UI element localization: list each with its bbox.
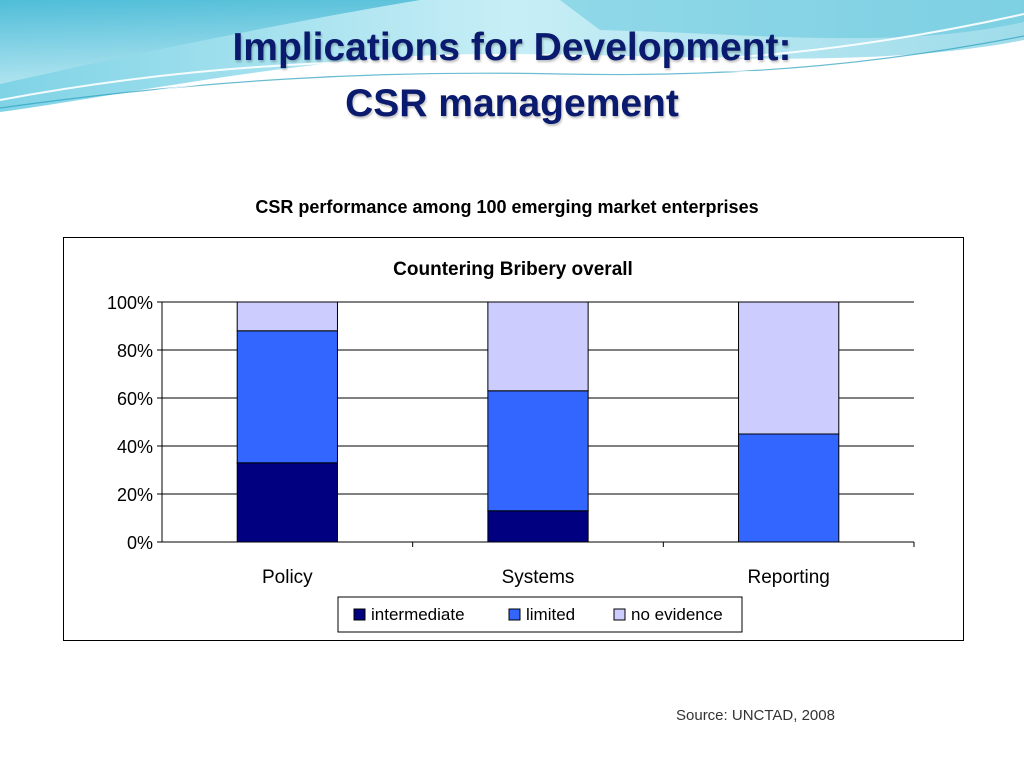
legend-swatch-no-evidence [613, 608, 626, 621]
source-note: Source: UNCTAD, 2008 [676, 707, 835, 724]
x-tick-label: Reporting [747, 567, 829, 588]
bar-segment-no-evidence [236, 301, 338, 332]
chart-title: Countering Bribery overall [393, 259, 633, 280]
bar-segment-intermediate [487, 510, 589, 543]
y-tick-label: 20% [117, 485, 153, 505]
y-tick-label: 60% [117, 389, 153, 409]
bar-segment-limited [487, 390, 589, 512]
legend-swatch-intermediate [353, 608, 366, 621]
y-tick-label: 40% [117, 437, 153, 457]
legend-box [337, 596, 743, 633]
legend-label: limited [526, 605, 575, 624]
y-tick-label: 80% [117, 341, 153, 361]
stacked-bar-chart: Countering Bribery overall 0% 20% 40% 60% 80%… [107, 259, 915, 633]
header-wave-decoration [0, 0, 1024, 112]
legend-swatch-limited [508, 608, 521, 621]
x-tick-label: Systems [502, 567, 575, 588]
bar-segment-no-evidence [487, 301, 589, 392]
slide-title-line-2: CSR management [345, 82, 679, 125]
bar-segment-no-evidence [738, 301, 840, 435]
chart-frame: Countering Bribery overall 0% 20% 40% 60% 80%… [63, 237, 964, 641]
legend-label: no evidence [631, 605, 723, 624]
bar-segment-limited [236, 330, 338, 464]
y-tick-label: 0% [127, 533, 153, 553]
y-tick-label: 100% [107, 293, 153, 313]
bar-segment-intermediate [236, 462, 338, 543]
x-tick-label: Policy [262, 567, 313, 588]
chart-heading: CSR performance among 100 emerging marke… [255, 197, 759, 217]
slide-title-line-1: Implications for Development: [232, 26, 792, 69]
legend-label: intermediate [371, 605, 465, 624]
bar-segment-limited [738, 433, 840, 543]
